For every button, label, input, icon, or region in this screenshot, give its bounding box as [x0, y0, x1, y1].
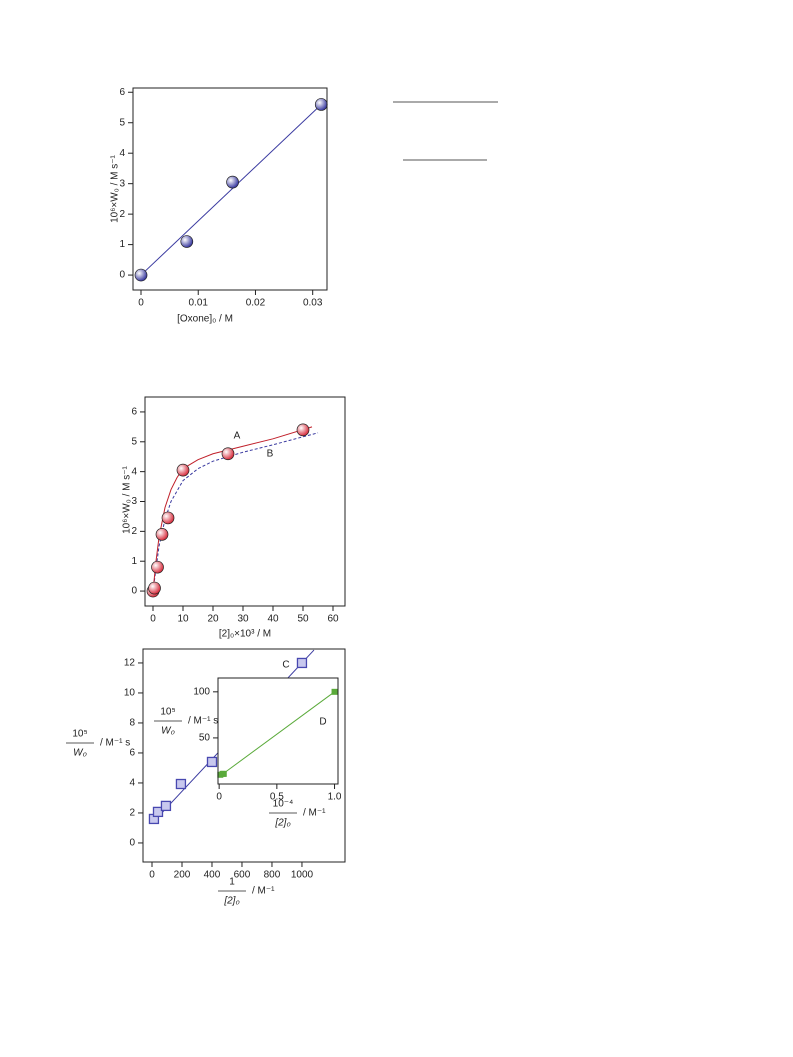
x-tick-label: 0: [138, 298, 144, 309]
data-point: [221, 447, 235, 461]
series-label: D: [319, 717, 326, 728]
y-tick-label: 1: [131, 556, 137, 567]
y-tick-label: 8: [129, 718, 135, 729]
y-tick-label: 4: [119, 148, 125, 159]
x-tick-label: 0.02: [246, 298, 266, 309]
series-label: A: [234, 431, 241, 442]
plot-content: [140, 104, 322, 276]
y-tick-label: 2: [131, 526, 137, 537]
label-numerator: 10⁵: [160, 707, 175, 718]
x-tick-label: 0: [150, 614, 156, 625]
y-tick-label: 0: [131, 586, 137, 597]
label-numerator: 10⁻⁴: [273, 799, 294, 810]
chart: 0 10 20 30 40 50 60 0 1 2 3 4 5 6 [2]₀×10³ / M 10⁶×W₀ /…: [122, 396, 346, 640]
data-point: [134, 268, 148, 282]
y-tick-label: 5: [119, 117, 125, 128]
data-point: [206, 756, 218, 768]
y-tick-label: 3: [131, 496, 137, 507]
data-point: [175, 778, 187, 790]
plot-frame: [132, 87, 328, 291]
y-axis-label: 10⁶×W₀ / M s⁻¹: [122, 465, 133, 533]
y-axis-label: 10⁶×W₀ / M s⁻¹: [110, 154, 121, 222]
x-tick-label: 0.01: [189, 298, 209, 309]
label-unit: / M⁻¹: [252, 886, 275, 897]
x-tick-label: 400: [204, 870, 221, 881]
series-label: B: [267, 449, 274, 460]
label-unit: / M⁻¹ s: [100, 738, 130, 749]
data-point: [155, 527, 169, 541]
label-unit: / M⁻¹: [303, 808, 326, 819]
y-tick-label: 100: [193, 686, 210, 697]
x-axis-label: [2]₀×10³ / M: [219, 629, 271, 640]
x-axis-label: [Oxone]₀ / M: [177, 314, 233, 325]
y-tick-label: 6: [119, 87, 125, 98]
chart: 0 0.5 1.0 50 100 10⁻⁴ [2]₀ / M⁻¹ 10⁵ W₀ / M⁻¹ s D: [154, 677, 342, 829]
plot-frame: [142, 648, 346, 863]
x-tick-label: 0.5: [270, 792, 284, 803]
data-point: [161, 511, 175, 525]
plot-frame: [217, 677, 339, 785]
x-tick-label: 0: [149, 870, 155, 881]
data-point: [226, 175, 239, 189]
data-point: [314, 98, 328, 111]
y-tick-label: 6: [131, 407, 137, 418]
y-tick-label: 6: [129, 748, 135, 759]
fit-line: [140, 104, 322, 276]
label-numerator: 10⁵: [72, 729, 87, 740]
y-tick-label: 5: [131, 436, 137, 447]
x-tick-label: 60: [327, 614, 339, 625]
data-point: [176, 463, 190, 477]
x-tick-label: 800: [264, 870, 281, 881]
fit-line: [152, 432, 319, 592]
x-tick-label: 1.0: [328, 792, 342, 803]
data-point: [148, 581, 161, 595]
data-point: [152, 806, 164, 818]
data-point: [220, 770, 227, 777]
label-denominator: [2]₀: [274, 818, 290, 829]
y-tick-label: 1: [119, 239, 125, 250]
plot-content: [218, 691, 335, 778]
label-denominator: [2]₀: [223, 896, 239, 907]
y-tick-label: 50: [199, 733, 211, 744]
x-tick-label: 30: [237, 614, 249, 625]
x-tick-label: 600: [234, 870, 251, 881]
y-tick-label: 2: [129, 808, 135, 819]
x-tick-label: 20: [207, 614, 219, 625]
y-tick-label: 3: [119, 178, 125, 189]
label-denominator: W₀: [161, 726, 175, 737]
y-tick-label: 2: [119, 209, 125, 220]
series-label: C: [282, 660, 289, 671]
data-point: [296, 423, 310, 437]
y-tick-label: 12: [124, 658, 136, 669]
plot-area: [145, 397, 345, 606]
label-denominator: W₀: [73, 748, 87, 759]
x-tick-label: 0.03: [303, 298, 323, 309]
label-unit: / M⁻¹ s: [188, 716, 218, 727]
data-point: [151, 560, 164, 574]
x-tick-label: 10: [177, 614, 189, 625]
label-numerator: 1: [229, 877, 235, 888]
y-tick-label: 4: [131, 466, 137, 477]
data-point: [180, 235, 194, 248]
y-tick-label: 10: [124, 688, 136, 699]
data-point: [296, 657, 308, 669]
fit-line: [218, 691, 335, 778]
plot-frame: [144, 396, 346, 607]
x-tick-label: 1000: [291, 870, 314, 881]
y-tick-label: 0: [119, 270, 125, 281]
chart: 0 0.01 0.02 0.03 0 1 2 3 4 5 6 [Oxone]₀ / M 10⁶×W₀ /…: [110, 87, 328, 325]
data-point: [160, 800, 172, 812]
data-point: [331, 688, 338, 695]
x-tick-label: 40: [267, 614, 279, 625]
x-tick-label: 50: [297, 614, 309, 625]
plot-area: [218, 678, 338, 784]
y-tick-label: 4: [129, 778, 135, 789]
y-tick-label: 0: [129, 838, 135, 849]
plot-area: [133, 88, 327, 290]
x-tick-label: 0: [216, 792, 222, 803]
x-tick-label: 200: [174, 870, 191, 881]
